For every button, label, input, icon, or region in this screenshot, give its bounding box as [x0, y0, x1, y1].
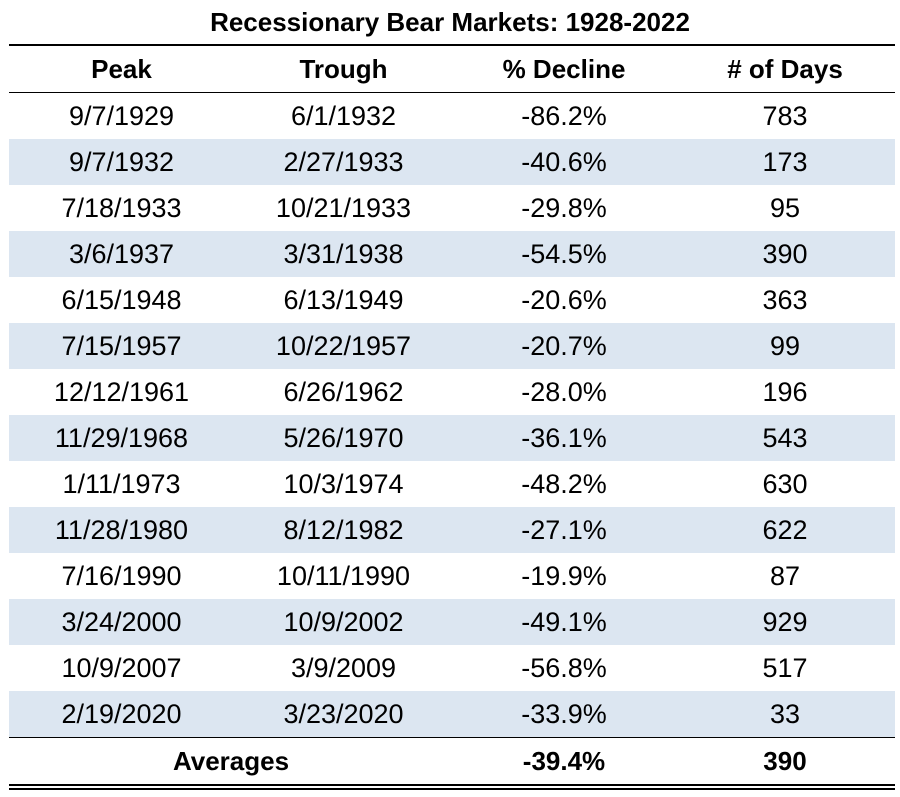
table-row: 11/28/1980 8/12/1982 -27.1% 622 [9, 507, 895, 553]
averages-label: Averages [172, 745, 290, 776]
days-cell: 173 [762, 146, 808, 177]
table-row: 12/12/1961 6/26/1962 -28.0% 196 [9, 369, 895, 415]
table-row: 10/9/2007 3/9/2009 -56.8% 517 [9, 645, 895, 691]
table-row: 7/16/1990 10/11/1990 -19.9% 87 [9, 553, 895, 599]
peak-cell: 10/9/2007 [61, 652, 182, 683]
days-cell: 929 [762, 606, 808, 637]
decline-cell: -40.6% [521, 146, 607, 177]
days-cell: 630 [762, 468, 808, 499]
peak-cell: 7/16/1990 [61, 560, 182, 591]
decline-cell: -49.1% [521, 606, 607, 637]
decline-cell: -36.1% [521, 422, 607, 453]
decline-cell: -56.8% [521, 652, 607, 683]
trough-cell: 10/3/1974 [283, 468, 404, 499]
decline-cell: -27.1% [521, 514, 607, 545]
decline-cell: -54.5% [521, 238, 607, 269]
peak-cell: 3/6/1937 [68, 238, 175, 269]
bottom-double-rule [9, 784, 895, 790]
table-header-row: Peak Trough % Decline # of Days [9, 46, 895, 93]
trough-cell: 8/12/1982 [283, 514, 404, 545]
table-row: 9/7/1929 6/1/1932 -86.2% 783 [9, 93, 895, 139]
column-header-days: # of Days [727, 53, 843, 84]
trough-cell: 3/9/2009 [290, 652, 397, 683]
days-cell: 363 [762, 284, 808, 315]
days-cell: 87 [769, 560, 801, 591]
peak-cell: 6/15/1948 [61, 284, 182, 315]
days-cell: 543 [762, 422, 808, 453]
days-cell: 783 [762, 100, 808, 131]
peak-cell: 9/7/1932 [68, 146, 175, 177]
peak-cell: 12/12/1961 [53, 376, 190, 407]
peak-cell: 3/24/2000 [61, 606, 182, 637]
trough-cell: 6/13/1949 [283, 284, 404, 315]
trough-cell: 10/21/1933 [275, 192, 412, 223]
decline-cell: -19.9% [521, 560, 607, 591]
peak-cell: 11/29/1968 [54, 422, 189, 453]
trough-cell: 6/1/1932 [290, 100, 397, 131]
peak-cell: 7/18/1933 [61, 192, 182, 223]
decline-cell: -86.2% [521, 100, 607, 131]
column-header-peak: Peak [91, 53, 152, 84]
table-row: 11/29/1968 5/26/1970 -36.1% 543 [9, 415, 895, 461]
decline-cell: -20.7% [521, 330, 607, 361]
table-title: Recessionary Bear Markets: 1928-2022 [210, 7, 690, 37]
averages-row: Averages -39.4% 390 [9, 737, 895, 784]
days-cell: 33 [769, 698, 801, 729]
peak-cell: 11/28/1980 [54, 514, 189, 545]
peak-cell: 1/11/1973 [62, 468, 181, 499]
table-row: 6/15/1948 6/13/1949 -20.6% 363 [9, 277, 895, 323]
table-row: 7/18/1933 10/21/1933 -29.8% 95 [9, 185, 895, 231]
days-cell: 99 [769, 330, 801, 361]
days-cell: 622 [762, 514, 808, 545]
decline-cell: -33.9% [521, 698, 607, 729]
days-cell: 390 [762, 238, 808, 269]
days-cell: 196 [762, 376, 808, 407]
table-row: 9/7/1932 2/27/1933 -40.6% 173 [9, 139, 895, 185]
trough-cell: 10/22/1957 [275, 330, 412, 361]
table-row: 2/19/2020 3/23/2020 -33.9% 33 [9, 691, 895, 737]
bear-markets-table: Peak Trough % Decline # of Days 9/7/1929… [9, 44, 895, 790]
decline-cell: -48.2% [521, 468, 607, 499]
trough-cell: 2/27/1933 [283, 146, 404, 177]
peak-cell: 2/19/2020 [61, 698, 182, 729]
column-header-decline: % Decline [502, 53, 626, 84]
trough-cell: 6/26/1962 [283, 376, 404, 407]
peak-cell: 9/7/1929 [68, 100, 175, 131]
trough-cell: 10/9/2002 [283, 606, 404, 637]
decline-cell: -20.6% [521, 284, 607, 315]
decline-cell: -28.0% [521, 376, 607, 407]
table-row: 1/11/1973 10/3/1974 -48.2% 630 [9, 461, 895, 507]
days-cell: 95 [769, 192, 801, 223]
peak-cell: 7/15/1957 [61, 330, 182, 361]
trough-cell: 10/11/1990 [276, 560, 411, 591]
table-row: 3/24/2000 10/9/2002 -49.1% 929 [9, 599, 895, 645]
table-row: 7/15/1957 10/22/1957 -20.7% 99 [9, 323, 895, 369]
average-decline: -39.4% [522, 745, 606, 776]
trough-cell: 3/31/1938 [283, 238, 404, 269]
average-days: 390 [763, 745, 807, 776]
days-cell: 517 [762, 652, 808, 683]
column-header-trough: Trough [299, 53, 388, 84]
trough-cell: 5/26/1970 [283, 422, 404, 453]
trough-cell: 3/23/2020 [283, 698, 404, 729]
table-row: 3/6/1937 3/31/1938 -54.5% 390 [9, 231, 895, 277]
decline-cell: -29.8% [521, 192, 607, 223]
